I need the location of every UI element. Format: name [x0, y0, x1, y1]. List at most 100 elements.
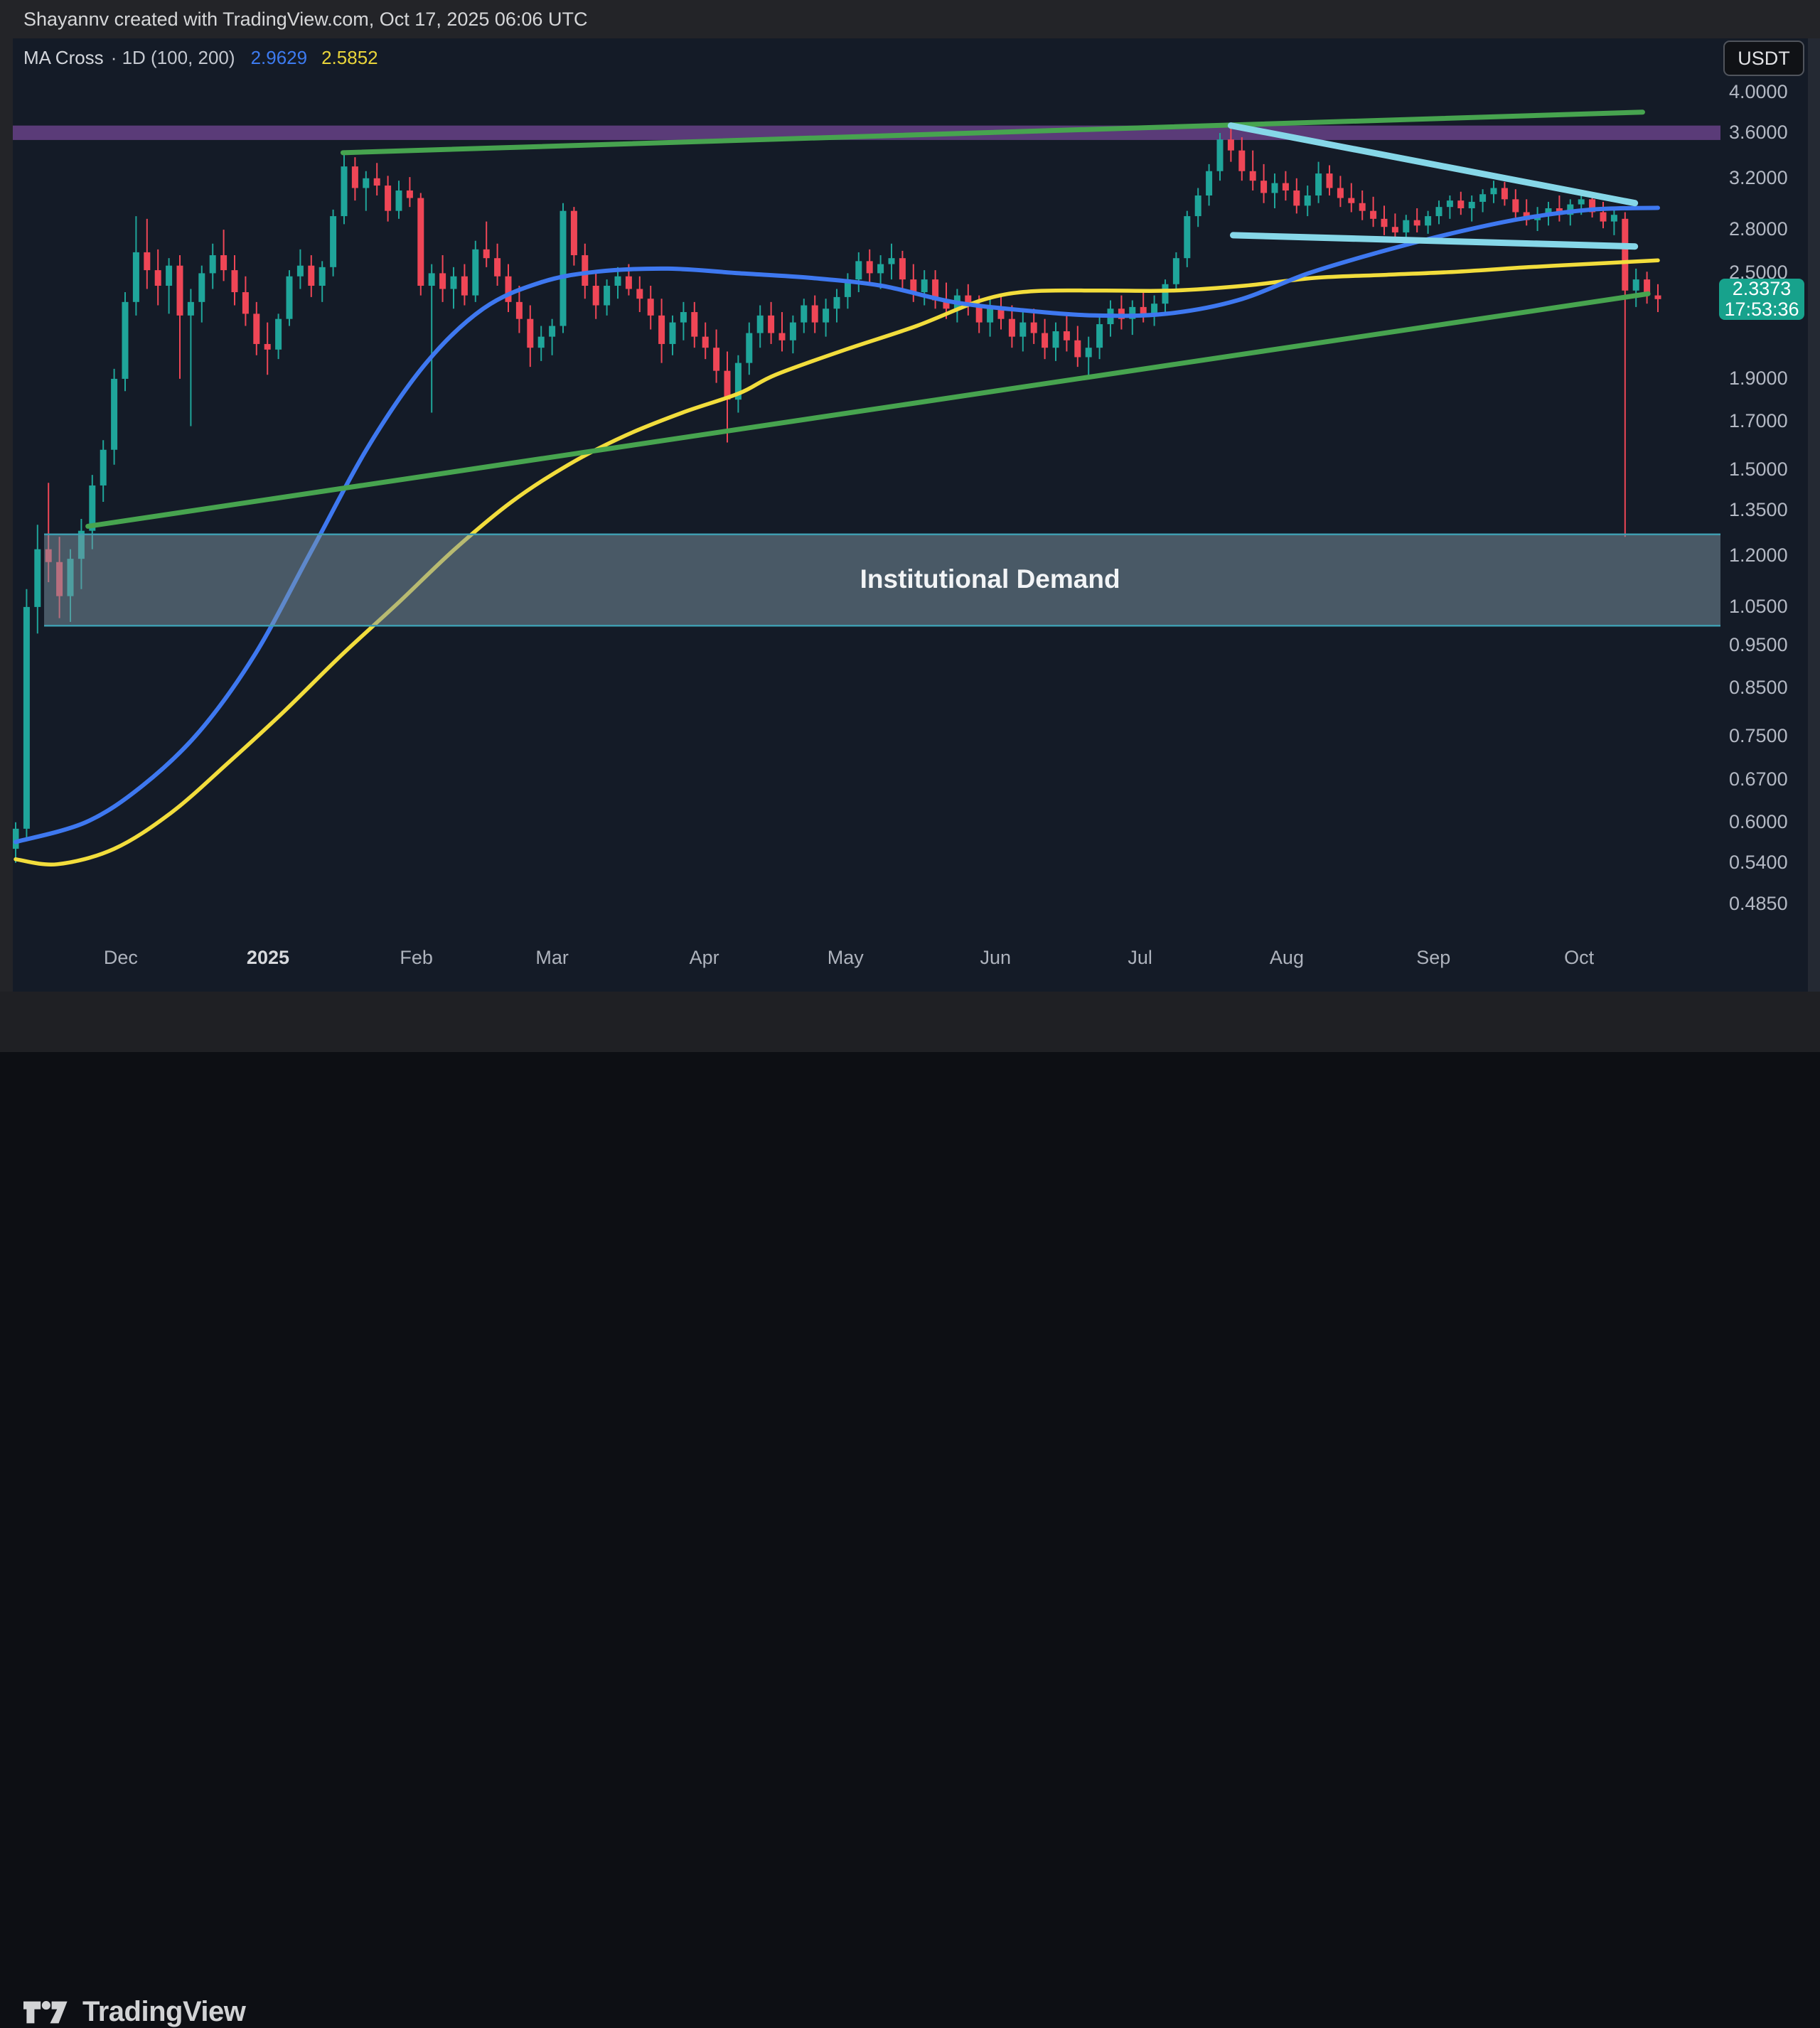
ma200-value: 2.5852 — [321, 47, 378, 68]
time-tick-Oct: Oct — [1564, 947, 1595, 968]
candle — [1644, 279, 1651, 296]
candle — [1446, 200, 1453, 208]
candle — [932, 279, 939, 301]
candle — [866, 261, 873, 274]
candle — [1194, 195, 1201, 217]
candle — [472, 249, 479, 296]
ma100-value: 2.9629 — [250, 47, 308, 68]
upper-resistance — [340, 109, 1645, 156]
quote-currency-label: USDT — [1738, 47, 1790, 69]
candle — [844, 279, 851, 297]
candle — [1468, 201, 1475, 208]
ascending-support — [85, 291, 1651, 529]
candle — [1172, 258, 1179, 284]
candle — [1271, 183, 1278, 193]
candle — [253, 313, 260, 344]
wedge-top — [1227, 122, 1639, 207]
candle — [34, 549, 41, 607]
attribution-text: Shayannv created with TradingView.com, O… — [23, 9, 588, 30]
candle — [308, 265, 315, 286]
candle — [1216, 139, 1224, 171]
candle — [296, 265, 304, 277]
candle — [975, 305, 983, 323]
candle — [658, 315, 665, 344]
candle — [1315, 173, 1322, 196]
candle — [582, 255, 589, 286]
candle — [734, 363, 742, 400]
chart-canvas[interactable] — [13, 38, 1808, 992]
price-tick: 1.9000 — [1729, 367, 1788, 389]
candle — [1238, 150, 1246, 171]
time-tick-May: May — [827, 947, 864, 968]
candle — [1096, 324, 1103, 348]
candle — [351, 166, 358, 188]
candle — [1304, 195, 1311, 206]
candle — [943, 300, 950, 309]
candle — [318, 267, 326, 286]
candle — [1610, 215, 1617, 222]
candle — [997, 309, 1005, 319]
candle — [494, 258, 501, 277]
price-tick: 1.5000 — [1729, 458, 1788, 480]
candle — [428, 273, 435, 286]
candle — [515, 301, 523, 319]
candle — [855, 261, 862, 280]
candle — [1370, 210, 1377, 219]
candle — [680, 312, 687, 323]
chart-plot[interactable] — [0, 0, 1820, 1052]
time-tick-2025: 2025 — [246, 947, 290, 968]
candle — [877, 264, 884, 274]
candle — [549, 326, 556, 337]
candle — [625, 276, 632, 289]
time-tick-Aug: Aug — [1269, 947, 1304, 968]
candle — [198, 273, 205, 302]
candle — [1654, 295, 1661, 299]
candle — [570, 210, 577, 256]
candle — [921, 279, 928, 293]
candle — [702, 336, 709, 348]
candle — [1206, 171, 1213, 196]
candle — [910, 279, 917, 293]
candle — [417, 198, 424, 286]
candle — [1063, 331, 1070, 340]
candle — [811, 305, 818, 323]
candle — [373, 178, 380, 186]
price-tick: 1.7000 — [1729, 410, 1788, 432]
candle — [242, 292, 249, 314]
candle — [1030, 322, 1037, 333]
candle — [1249, 171, 1256, 181]
institutional-demand-zone — [44, 534, 1720, 626]
indicator-params: · 1D (100, 200) — [110, 47, 235, 68]
candle — [1140, 306, 1147, 314]
footer-bar: TradingView — [0, 992, 1820, 2027]
candle — [592, 286, 599, 306]
candle — [166, 265, 173, 286]
ma200-line — [14, 258, 1660, 867]
candle — [1019, 322, 1027, 337]
candle — [1435, 207, 1442, 217]
candle — [187, 301, 194, 316]
candle — [746, 333, 753, 363]
price-scale-scrollbar[interactable] — [1808, 38, 1820, 992]
candle — [1085, 348, 1092, 358]
candle — [1293, 190, 1300, 206]
price-tick: 3.2000 — [1729, 166, 1788, 188]
candle — [833, 296, 840, 309]
indicator-legend[interactable]: MA Cross · 1D (100, 200) 2.9629 2.5852 — [23, 47, 378, 69]
tradingview-logo[interactable]: TradingView — [21, 1996, 246, 2028]
candle — [537, 336, 545, 348]
candle — [560, 210, 567, 326]
candle — [264, 343, 271, 350]
candle — [1600, 212, 1607, 222]
candle — [483, 249, 490, 259]
candle — [1337, 188, 1344, 198]
candle — [823, 309, 830, 323]
candle — [1162, 284, 1169, 304]
time-tick-Jun: Jun — [980, 947, 1012, 968]
candle — [1578, 199, 1585, 205]
price-tick: 0.8500 — [1729, 677, 1788, 699]
tradingview-logo-icon — [23, 2000, 68, 2023]
candle — [1184, 216, 1191, 259]
candle — [144, 252, 151, 271]
candle — [1042, 333, 1049, 348]
